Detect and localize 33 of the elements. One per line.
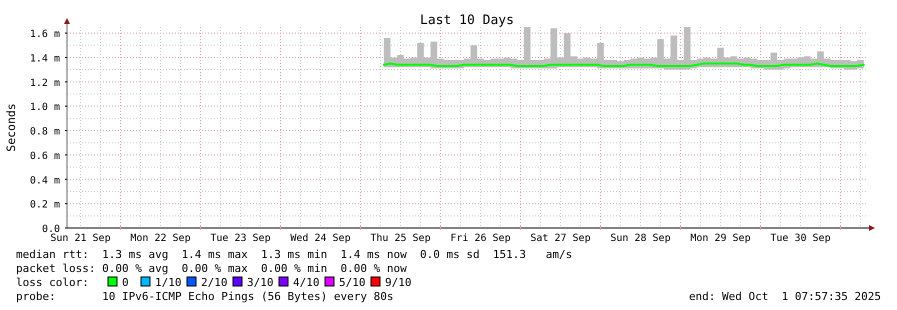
y-tick-label: 0.8 m [30, 126, 60, 138]
y-tick-label: 0.2 m [30, 200, 60, 211]
x-tick-label: Fri 26 Sep [450, 233, 511, 244]
x-tick-label: Thu 25 Sep [370, 233, 431, 244]
legend-label: 5/10 [339, 276, 366, 289]
x-tick-label: Tue 30 Sep [770, 233, 831, 244]
x-tick-label: Tue 23 Sep [210, 233, 271, 244]
legend-label: 1/10 [155, 276, 182, 289]
chart-title: Last 10 Days [420, 13, 514, 28]
legend-label: 4/10 [293, 276, 320, 289]
legend-label: 3/10 [247, 276, 274, 289]
y-tick-label: 1.6 m [30, 29, 60, 40]
legend-label: 0 [122, 276, 129, 289]
y-tick-label: 1.2 m [30, 78, 60, 89]
x-tick-label: Mon 22 Sep [130, 233, 191, 244]
y-tick-label: 1.0 m [30, 102, 60, 114]
y-tick-label: 0.4 m [30, 175, 60, 186]
x-tick-label: Mon 29 Sep [690, 233, 751, 244]
text: probe: 10 IPv6-ICMP Echo Pings (56 Bytes) every 80s [16, 290, 394, 303]
x-tick-label: Sun 28 Sep [610, 233, 671, 244]
legend-title: loss color: [16, 276, 89, 289]
x-tick-label: Wed 24 Sep [290, 233, 351, 244]
y-tick-label: 0.0 [42, 224, 60, 235]
y-tick-label: 0.6 m [30, 150, 60, 162]
text: packet loss: 0.00 % avg 0.00 % max 0.00 % min 0.00 % now [16, 262, 408, 275]
x-tick-label: Sat 27 Sep [530, 233, 591, 244]
legend-label: 2/10 [201, 276, 228, 289]
text: end: Wed Oct 1 07:57:35 2025 [688, 290, 881, 303]
x-tick-label: Sun 21 Sep [50, 233, 111, 244]
text: median rtt: 1.3 ms avg 1.4 ms max 1.3 ms min 1.4 ms now 0.0 ms sd 151.3 am/s [16, 248, 572, 261]
y-axis-title: Seconds [4, 103, 18, 152]
legend-label: 9/10 [385, 276, 412, 289]
y-tick-label: 1.4 m [30, 53, 60, 64]
